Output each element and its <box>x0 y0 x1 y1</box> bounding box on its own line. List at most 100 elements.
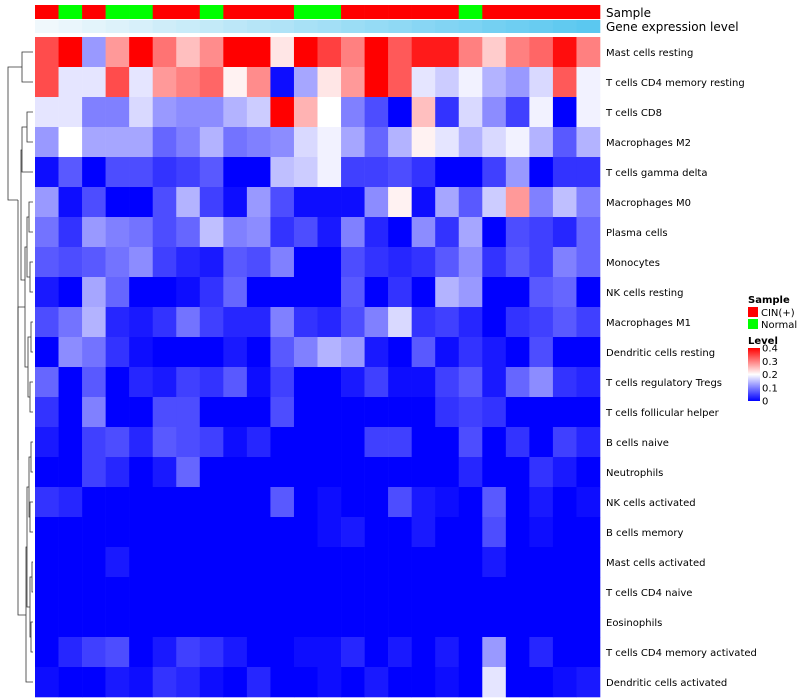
heatmap-cell <box>152 667 177 698</box>
heatmap-cell <box>552 67 577 98</box>
heatmap-cell <box>199 487 224 518</box>
heatmap-cell <box>129 577 154 608</box>
heatmap-cell <box>505 577 530 608</box>
row-label: Monocytes <box>606 258 660 269</box>
legend-swatch-normal <box>748 319 758 329</box>
heatmap-cell <box>82 37 106 68</box>
row-label: T cells follicular helper <box>605 408 720 419</box>
heatmap-cell <box>435 307 460 338</box>
heatmap-cell <box>270 37 295 68</box>
heatmap-cell <box>458 157 483 188</box>
expression-annotation-cell <box>82 20 106 33</box>
heatmap-cell <box>129 67 154 98</box>
heatmap-cell <box>552 37 577 68</box>
heatmap-cell <box>552 667 577 698</box>
heatmap-cell <box>246 307 271 338</box>
heatmap-cell <box>246 487 271 518</box>
heatmap-cell <box>364 637 389 668</box>
heatmap-cell <box>552 127 577 158</box>
heatmap-cell <box>82 397 106 428</box>
heatmap-cell <box>270 307 295 338</box>
heatmap-cell <box>152 187 177 218</box>
expression-annotation-cell <box>246 20 271 33</box>
heatmap-cell <box>505 547 530 578</box>
heatmap-cell <box>364 367 389 398</box>
heatmap-cell <box>129 367 154 398</box>
heatmap-cell <box>105 67 130 98</box>
heatmap-cell <box>458 487 483 518</box>
heatmap-cell <box>129 277 154 308</box>
heatmap-cell <box>223 637 248 668</box>
heatmap-cell <box>35 37 59 68</box>
heatmap-cell <box>317 307 342 338</box>
expression-annotation-cell <box>411 20 436 33</box>
heatmap-cell <box>176 37 201 68</box>
heatmap-cell <box>411 487 436 518</box>
annotation-label-sample: Sample <box>606 6 651 20</box>
heatmap-cell <box>246 607 271 638</box>
heatmap-cell <box>529 487 554 518</box>
heatmap-cell <box>317 127 342 158</box>
heatmap-cell <box>364 217 389 248</box>
heatmap-cell <box>482 397 507 428</box>
heatmap-cell <box>270 637 295 668</box>
heatmap-cell <box>223 97 248 128</box>
heatmap-cell <box>388 517 412 548</box>
heatmap-cell <box>129 217 154 248</box>
heatmap-cell <box>223 277 248 308</box>
sample-annotation-cell <box>505 5 530 19</box>
heatmap-cell <box>82 367 106 398</box>
heatmap-cell <box>552 97 577 128</box>
heatmap-cell <box>388 247 412 278</box>
heatmap-cell <box>364 517 389 548</box>
heatmap-cell <box>152 277 177 308</box>
heatmap-cell <box>458 37 483 68</box>
heatmap-cell <box>246 637 271 668</box>
annotation-label-gene-expression: Gene expression level <box>606 20 739 34</box>
expression-annotation-cell <box>35 20 59 33</box>
heatmap-cell <box>411 547 436 578</box>
heatmap-cell <box>529 577 554 608</box>
heatmap-cell <box>576 637 601 668</box>
heatmap-cell <box>388 217 412 248</box>
heatmap-cell <box>529 547 554 578</box>
heatmap-cell <box>129 547 154 578</box>
heatmap-cell <box>246 367 271 398</box>
row-label: Macrophages M2 <box>606 138 691 149</box>
row-label: B cells naive <box>606 438 669 449</box>
heatmap-cell <box>576 67 601 98</box>
heatmap-cell <box>505 337 530 368</box>
heatmap-cell <box>529 127 554 158</box>
heatmap-cell <box>341 187 365 218</box>
legend-level-tick: 0.4 <box>762 344 778 355</box>
heatmap-cell <box>576 397 601 428</box>
legend-label-cin: CIN(+) <box>761 308 795 319</box>
heatmap-cell <box>317 577 342 608</box>
heatmap-cell <box>388 487 412 518</box>
heatmap-cell <box>505 187 530 218</box>
heatmap-cell <box>529 337 554 368</box>
heatmap-cell <box>82 427 106 458</box>
heatmap-cell <box>105 577 130 608</box>
heatmap-cell <box>152 547 177 578</box>
heatmap-cell <box>35 637 59 668</box>
heatmap-cell <box>82 277 106 308</box>
heatmap-cell <box>270 187 295 218</box>
heatmap-cell <box>35 337 59 368</box>
heatmap-cell <box>270 217 295 248</box>
heatmap-cell <box>58 97 83 128</box>
heatmap-cell <box>82 247 106 278</box>
heatmap-cell <box>35 457 59 488</box>
heatmap-cell <box>58 247 83 278</box>
heatmap-cell <box>529 277 554 308</box>
heatmap-cell <box>270 667 295 698</box>
sample-annotation-cell <box>246 5 271 19</box>
sample-annotation-cell <box>223 5 248 19</box>
heatmap-cell <box>458 517 483 548</box>
heatmap-cell <box>58 217 83 248</box>
heatmap-cell <box>58 67 83 98</box>
row-label: Dendritic cells activated <box>606 678 727 689</box>
heatmap-cell <box>35 427 59 458</box>
heatmap-cell <box>576 37 601 68</box>
heatmap-cell <box>388 307 412 338</box>
